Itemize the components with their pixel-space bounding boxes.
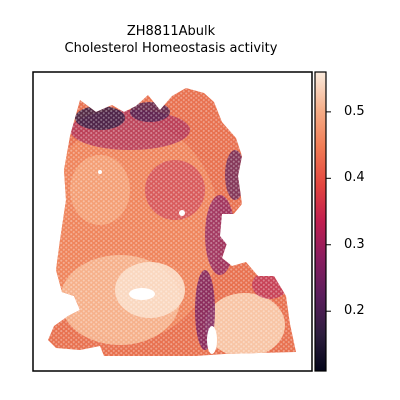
colorbar-ticks — [326, 111, 331, 312]
colorbar-tick-label: 0.3 — [344, 236, 365, 252]
colorbar-tick-label: 0.4 — [344, 170, 365, 186]
chart-title-line-1: ZH8811Abulk — [126, 24, 216, 39]
chart-title-line-2: Cholesterol Homeostasis activity — [64, 41, 278, 56]
colorbar-tick-label: 0.5 — [344, 103, 365, 119]
tissue-gaps — [98, 170, 236, 354]
colorbar-tick-label: 0.2 — [344, 303, 365, 319]
colorbar — [315, 72, 326, 371]
colorbar-frame — [314, 71, 327, 372]
